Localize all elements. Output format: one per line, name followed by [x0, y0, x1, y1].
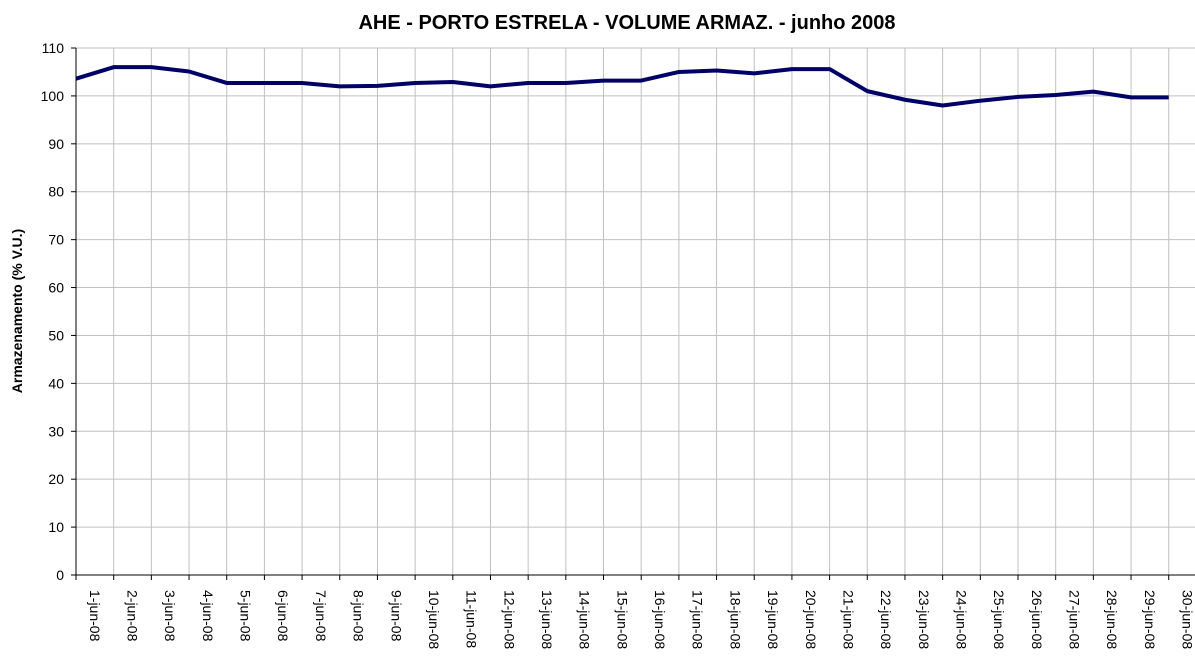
y-tick-label: 110: [42, 40, 65, 56]
x-tick-label: 23-jun-08: [916, 590, 932, 649]
x-tick-label: 30-jun-08: [1180, 590, 1195, 649]
x-tick-label: 6-jun-08: [275, 590, 291, 642]
x-tick-label: 3-jun-08: [162, 590, 178, 642]
x-tick-label: 16-jun-08: [652, 590, 668, 649]
y-tick-label: 70: [48, 232, 64, 248]
x-tick-label: 2-jun-08: [125, 590, 141, 642]
y-tick-label: 90: [48, 136, 64, 152]
x-tick-label: 11-jun-08: [464, 590, 480, 648]
x-tick-label: 14-jun-08: [577, 590, 593, 649]
chart-title: AHE - PORTO ESTRELA - VOLUME ARMAZ. - ju…: [358, 12, 895, 34]
x-tick-label: 10-jun-08: [426, 590, 442, 649]
x-tick-label: 12-jun-08: [501, 590, 517, 649]
y-tick-label: 40: [48, 375, 64, 391]
x-tick-label: 7-jun-08: [313, 590, 329, 642]
x-tick-label: 20-jun-08: [803, 590, 819, 649]
x-tick-label: 1-jun-08: [87, 590, 103, 642]
x-tick-label: 27-jun-08: [1067, 590, 1083, 649]
data-line: [75, 65, 1169, 108]
x-tick-label: 5-jun-08: [238, 590, 254, 642]
y-tick-label: 80: [48, 184, 64, 200]
x-tick-label: 8-jun-08: [351, 590, 367, 642]
x-tick-label: 28-jun-08: [1104, 590, 1120, 649]
x-tick-label: 21-jun-08: [840, 590, 856, 649]
y-tick-label: 10: [48, 519, 64, 535]
y-tick-label: 50: [48, 327, 64, 343]
y-tick-label: 30: [48, 423, 64, 439]
x-tick-label: 15-jun-08: [614, 590, 630, 649]
x-tick-label: 29-jun-08: [1142, 590, 1158, 649]
y-axis-title: Armazenamento (% V.U.): [9, 229, 25, 393]
x-tick-label: 24-jun-08: [953, 590, 969, 649]
x-tick-label: 4-jun-08: [200, 590, 216, 642]
x-tick-label: 18-jun-08: [727, 590, 743, 649]
x-tick-label: 25-jun-08: [991, 590, 1007, 649]
y-tick-label: 20: [48, 471, 64, 487]
y-tick-label: 0: [56, 567, 64, 583]
x-tick-label: 13-jun-08: [539, 590, 555, 649]
x-tick-label: 22-jun-08: [878, 590, 894, 649]
x-tick-label: 17-jun-08: [690, 590, 706, 649]
y-tick-label: 60: [48, 280, 64, 296]
x-tick-label: 26-jun-08: [1029, 590, 1045, 649]
x-tick-label: 9-jun-08: [388, 590, 404, 642]
y-tick-label: 100: [41, 88, 65, 104]
x-tick-label: 19-jun-08: [765, 590, 781, 649]
